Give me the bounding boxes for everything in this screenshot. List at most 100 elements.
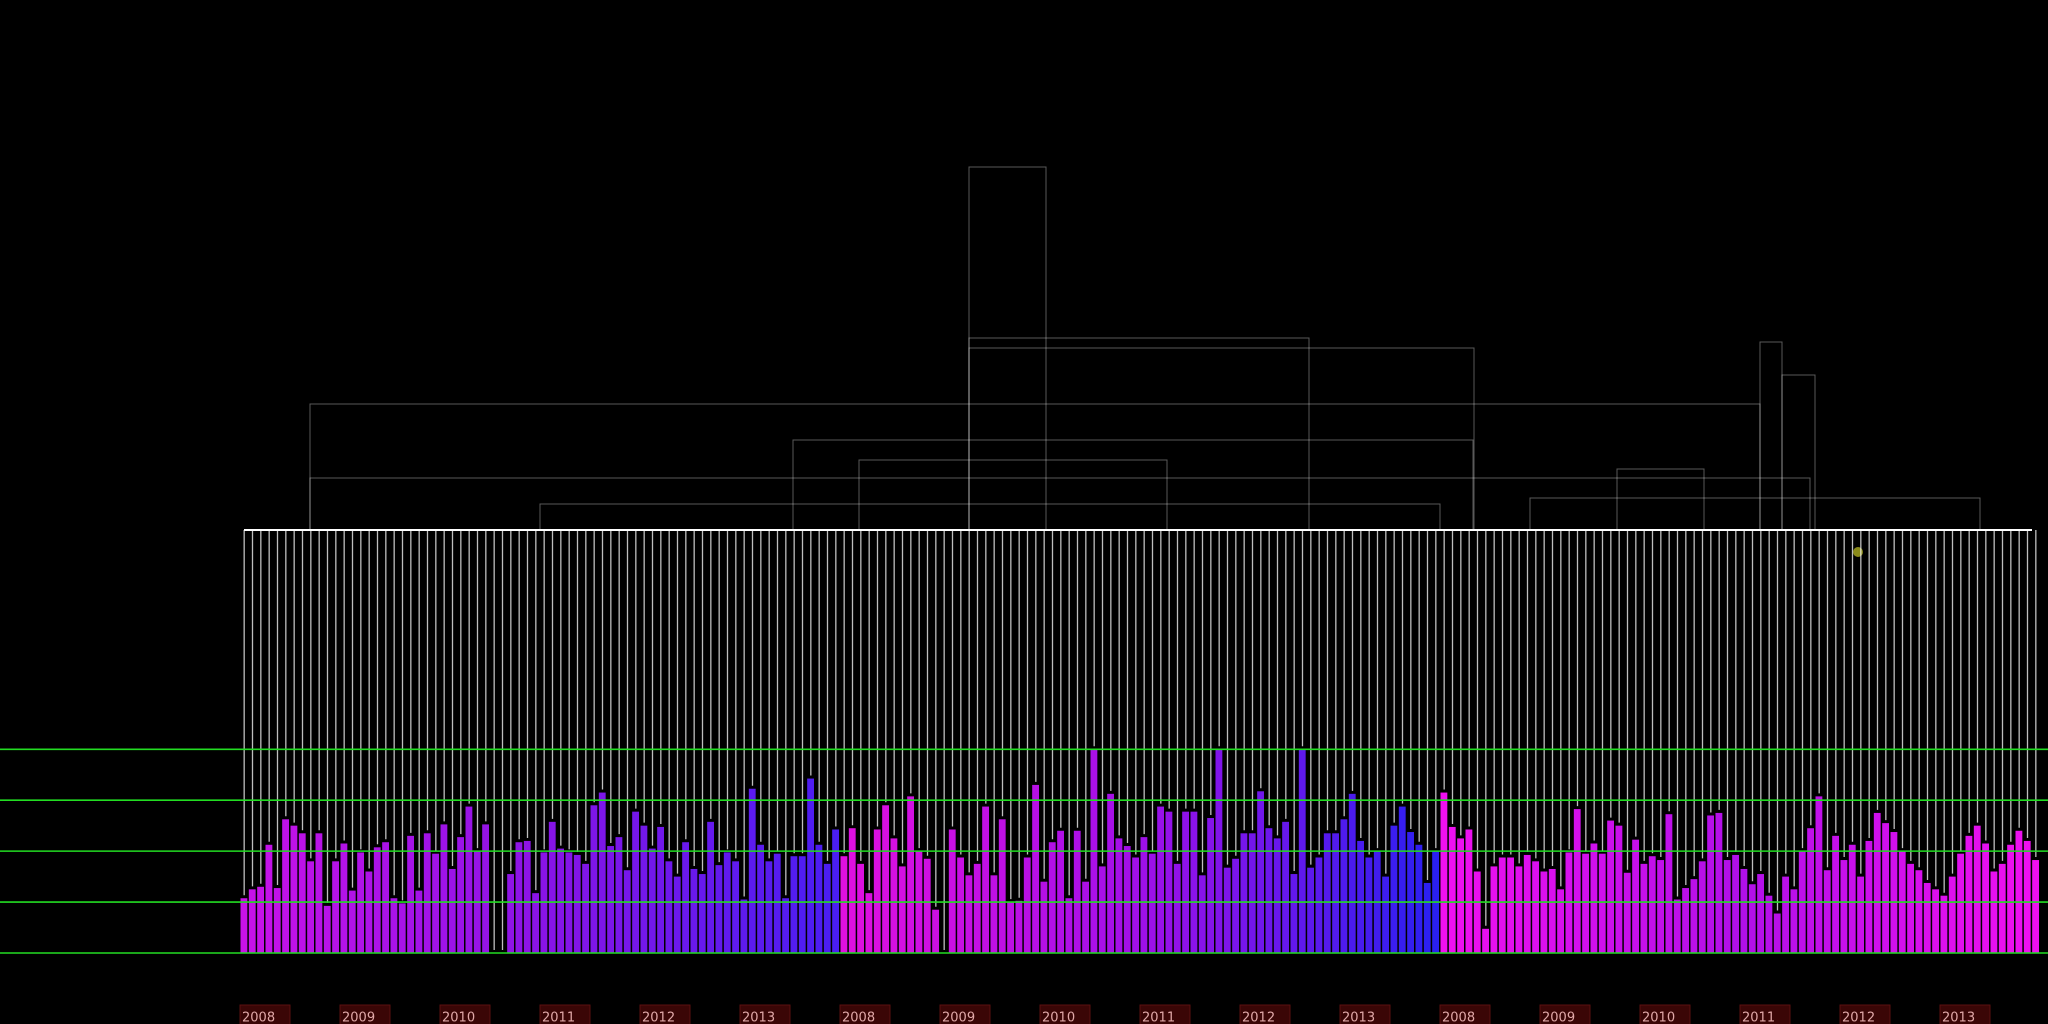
bar: [240, 898, 248, 953]
bar: [1548, 868, 1556, 953]
bar: [1265, 828, 1273, 953]
bar: [1673, 899, 1681, 953]
bar: [832, 829, 839, 953]
bar: [257, 886, 264, 953]
bar: [865, 893, 873, 953]
bar: [515, 842, 523, 953]
bar: [1890, 832, 1898, 953]
bar: [1473, 871, 1481, 953]
bar: [973, 863, 981, 953]
tree-node: [968, 337, 1310, 531]
bar: [1640, 863, 1648, 953]
bar: [1023, 857, 1031, 953]
bar: [840, 856, 848, 953]
bar: [382, 842, 389, 953]
bar: [957, 857, 964, 953]
bar: [982, 806, 989, 953]
bar: [1532, 861, 1539, 953]
bar: [1057, 830, 1064, 953]
bar: [1957, 853, 1964, 953]
bar: [673, 876, 681, 953]
bar: [757, 844, 764, 953]
bar: [315, 833, 323, 953]
x-tick-label: 2011: [1142, 1011, 1175, 1024]
bar: [882, 805, 889, 953]
x-tick-label: 2012: [642, 1011, 675, 1024]
bar: [698, 874, 706, 953]
bar: [640, 825, 648, 953]
x-label-box: [1939, 1004, 1991, 1024]
bar: [1323, 833, 1331, 953]
bar: [1623, 872, 1631, 953]
bar: [1665, 814, 1673, 953]
bar: [407, 835, 414, 953]
bar: [1157, 806, 1164, 953]
bar: [248, 889, 256, 953]
bar: [323, 905, 331, 953]
bar: [2015, 830, 2023, 953]
bar: [1440, 792, 1448, 953]
x-label-box: [1639, 1004, 1691, 1024]
bar: [848, 828, 856, 953]
bar: [1740, 868, 1748, 953]
bar: [1598, 853, 1606, 953]
bar: [1082, 881, 1089, 953]
bar: [1515, 866, 1523, 953]
bar: [1232, 858, 1239, 953]
bar: [1107, 793, 1114, 953]
bar: [1523, 854, 1531, 953]
x-label-box: [639, 1004, 691, 1024]
bar: [465, 806, 473, 953]
bar: [1290, 874, 1298, 953]
bar: [1807, 828, 1814, 953]
bar: [1165, 811, 1173, 953]
bar: [1123, 846, 1131, 953]
bar: [1223, 867, 1231, 953]
bar: [582, 863, 589, 953]
bar: [1257, 791, 1264, 953]
x-label-box: [239, 1004, 291, 1024]
bar: [1998, 863, 2006, 953]
bar: [665, 861, 673, 953]
bar: [590, 805, 598, 953]
bar: [748, 788, 756, 953]
bar: [1390, 825, 1398, 953]
x-label-box: [739, 1004, 791, 1024]
bar: [1398, 806, 1406, 953]
tree-node: [539, 503, 1441, 531]
x-tick-label: 2009: [942, 1011, 975, 1024]
x-tick-label: 2011: [1742, 1011, 1775, 1024]
bar: [332, 861, 339, 953]
bar: [648, 848, 656, 953]
bar: [1940, 895, 1948, 953]
bar: [632, 811, 639, 953]
x-tick-label: 2008: [1442, 1011, 1475, 1024]
bar: [1882, 823, 1889, 953]
bar: [2007, 844, 2014, 953]
bar: [1115, 838, 1123, 953]
x-tick-label: 2008: [842, 1011, 875, 1024]
bar: [873, 829, 881, 953]
x-tick-label: 2010: [442, 1011, 475, 1024]
bar: [348, 890, 356, 953]
bar: [1198, 875, 1206, 953]
bar: [682, 842, 689, 953]
bar: [1923, 882, 1931, 953]
bar: [365, 871, 373, 953]
x-label-box: [1239, 1004, 1291, 1024]
bar: [1865, 840, 1873, 953]
x-label-box: [1039, 1004, 1091, 1024]
tree-node: [1759, 341, 1783, 531]
bar: [1715, 812, 1723, 953]
bar: [373, 847, 381, 953]
bar: [1240, 833, 1248, 953]
bar: [1315, 857, 1323, 953]
bar: [815, 844, 823, 953]
bar: [1540, 871, 1548, 953]
bar: [615, 837, 623, 953]
tree-frame: [309, 166, 1981, 531]
bar: [1723, 860, 1731, 953]
bar: [890, 838, 898, 953]
x-label-box: [1139, 1004, 1191, 1024]
